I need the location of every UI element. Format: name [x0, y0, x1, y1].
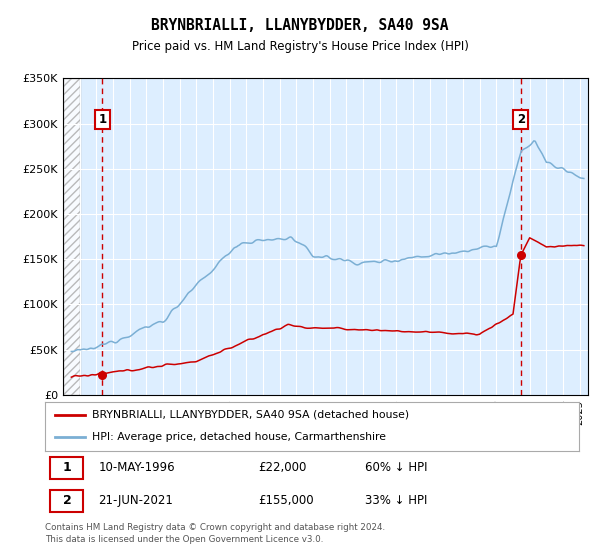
Text: Contains HM Land Registry data © Crown copyright and database right 2024.: Contains HM Land Registry data © Crown c…	[45, 523, 385, 532]
Text: 21-JUN-2021: 21-JUN-2021	[98, 494, 173, 507]
Text: £155,000: £155,000	[259, 494, 314, 507]
Text: Price paid vs. HM Land Registry's House Price Index (HPI): Price paid vs. HM Land Registry's House …	[131, 40, 469, 53]
Bar	[63, 78, 80, 395]
Text: £22,000: £22,000	[259, 461, 307, 474]
FancyBboxPatch shape	[50, 489, 83, 512]
Text: 10-MAY-1996: 10-MAY-1996	[98, 461, 175, 474]
Text: 33% ↓ HPI: 33% ↓ HPI	[365, 494, 428, 507]
Text: 1: 1	[62, 461, 71, 474]
Text: 1: 1	[98, 113, 106, 126]
Text: 60% ↓ HPI: 60% ↓ HPI	[365, 461, 428, 474]
Text: BRYNBRIALLI, LLANYBYDDER, SA40 9SA: BRYNBRIALLI, LLANYBYDDER, SA40 9SA	[151, 18, 449, 33]
Text: 2: 2	[62, 494, 71, 507]
Text: BRYNBRIALLI, LLANYBYDDER, SA40 9SA (detached house): BRYNBRIALLI, LLANYBYDDER, SA40 9SA (deta…	[92, 410, 409, 420]
Text: This data is licensed under the Open Government Licence v3.0.: This data is licensed under the Open Gov…	[45, 535, 323, 544]
Text: HPI: Average price, detached house, Carmarthenshire: HPI: Average price, detached house, Carm…	[92, 432, 386, 442]
Text: 2: 2	[517, 113, 525, 126]
FancyBboxPatch shape	[50, 456, 83, 479]
